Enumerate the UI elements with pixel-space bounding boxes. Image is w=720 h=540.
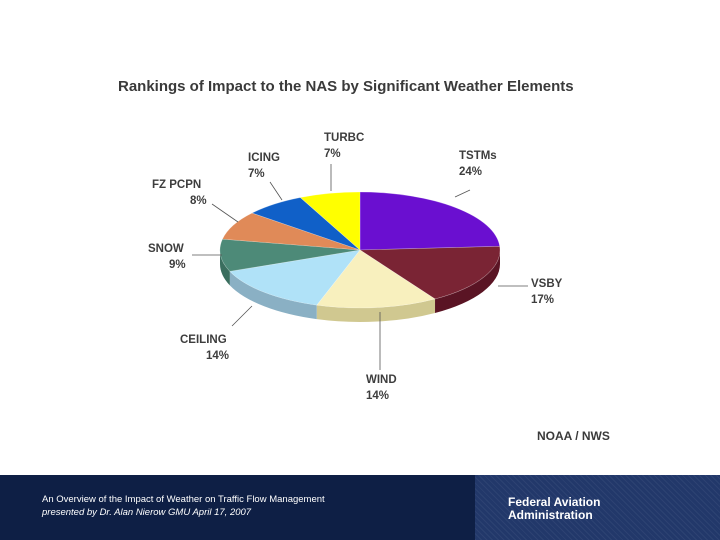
pie-slice-ceiling (229, 249, 361, 306)
pie-slice-snow (219, 238, 361, 272)
pie-side-ceiling (229, 271, 317, 320)
slice-label-turbc: TURBC (324, 132, 364, 144)
slice-label-icing: ICING (248, 152, 280, 164)
pie-side-wind (316, 298, 436, 322)
pie-slice-icing (251, 197, 361, 251)
pie-slice-fz-pcpn (222, 212, 361, 251)
slice-label-snow: SNOW (148, 243, 184, 255)
chart-title: Rankings of Impact to the NAS by Signifi… (118, 78, 574, 95)
pie-side-vsby (435, 250, 501, 313)
pie-chart: TSTMs 24% VSBY 17% WIND 14% CEILING 14% SNOW 9% FZ… (148, 132, 563, 402)
footer: An Overview of the Impact of Weather on … (0, 475, 720, 540)
slice-label-vsby: VSBY (531, 278, 563, 290)
slice-value-fz-pcpn: 8% (190, 195, 207, 207)
slice-value-vsby: 17% (531, 294, 554, 306)
slice-label-tstms: TSTMs (459, 150, 497, 162)
footer-presentation-title: An Overview of the Impact of Weather on … (42, 494, 325, 505)
pie-side-snow (219, 250, 230, 286)
footer-text: An Overview of the Impact of Weather on … (42, 493, 325, 519)
pie-slice-wind (316, 249, 436, 309)
pie-slice-turbc (299, 191, 361, 251)
footer-presenter: presented by Dr. Alan Nierow GMU April 1… (42, 507, 252, 518)
leader-line-fz-pcpn (211, 203, 239, 223)
agency-name-line2: Administration (508, 508, 593, 522)
source-label: NOAA / NWS (537, 429, 610, 443)
agency-name: Federal Aviation Administration (508, 496, 600, 522)
footer-left-panel: An Overview of the Impact of Weather on … (0, 475, 475, 540)
slice-value-wind: 14% (366, 390, 389, 402)
slice-value-tstms: 24% (459, 166, 482, 178)
leader-line-ceiling (231, 305, 253, 327)
slice-label-fz-pcpn: FZ PCPN (152, 179, 201, 191)
leader-line-icing (269, 181, 283, 201)
pie-slice-tstms (359, 191, 501, 251)
slice-label-ceiling: CEILING (180, 334, 227, 346)
pie-slice-vsby (359, 246, 501, 300)
slice-value-icing: 7% (248, 168, 265, 180)
footer-right-panel (475, 475, 720, 540)
slice-value-turbc: 7% (324, 148, 341, 160)
slice-value-ceiling: 14% (206, 350, 229, 362)
slice-value-snow: 9% (169, 259, 186, 271)
agency-name-line1: Federal Aviation (508, 495, 601, 509)
slice-label-wind: WIND (366, 374, 397, 386)
leader-line-tstms (454, 189, 471, 198)
